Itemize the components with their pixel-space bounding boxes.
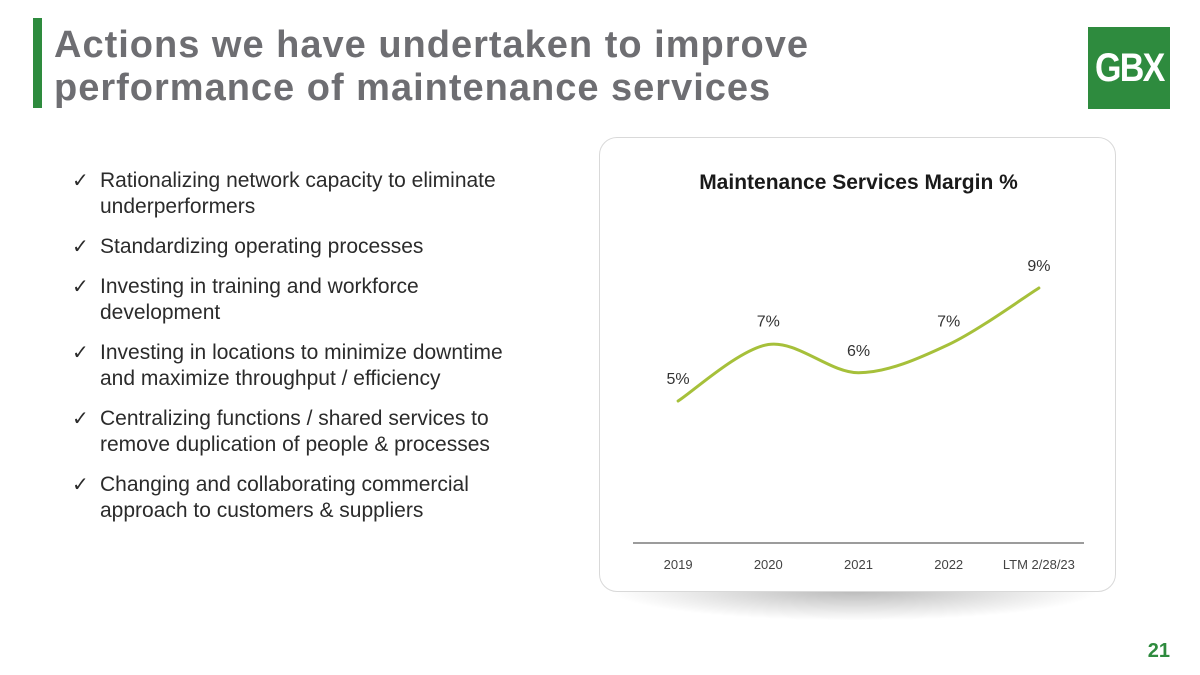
checkmark-icon: ✓ [72,342,89,364]
list-item: ✓ Investing in training and workforce dev… [72,274,542,326]
x-tick-label: 2022 [934,557,963,572]
list-item-text: Rationalizing network capacity to elimin… [100,169,496,218]
list-item-text: Investing in training and workforce deve… [100,275,419,324]
data-label: 9% [1027,258,1050,275]
title-line-1: Actions we have undertaken to improve [54,24,809,66]
chart-card: Maintenance Services Margin % 5% 7% 6% 7% 9%… [599,137,1116,592]
x-tick-label: 2020 [754,557,783,572]
margin-line-chart: 5% 7% 6% 7% 9% 2019 2020 2021 2022 LTM 2/28/23 [633,258,1084,572]
checkmark-icon: ✓ [72,408,89,430]
list-item: ✓ Centralizing functions / shared service… [72,406,542,458]
title-line-2: performance of maintenance services [54,67,772,109]
list-item-text: Investing in locations to minimize downt… [100,341,503,390]
x-tick-label: LTM 2/28/23 [1003,557,1075,572]
list-item-text: Changing and collaborating commercial ap… [100,473,469,522]
x-tick-label: 2019 [664,557,693,572]
list-item: ✓ Investing in locations to minimize down… [72,340,542,392]
x-tick-label: 2021 [844,557,873,572]
list-item: ✓ Rationalizing network capacity to elimi… [72,168,542,220]
data-label: 7% [937,314,960,331]
data-label: 6% [847,343,870,360]
list-item: ✓ Changing and collaborating commercial a… [72,472,542,524]
page-number: 21 [1147,640,1170,662]
data-point-ltm-2-28-23 [1037,286,1041,290]
gbx-logo: GBX [1088,27,1170,109]
data-point-2021 [857,371,861,375]
chart-title: Maintenance Services Margin % [699,171,1018,194]
data-point-2019 [676,399,680,403]
list-item-text: Standardizing operating processes [100,235,424,258]
page-title: Actions we have undertaken to improve pe… [54,24,954,110]
checkmark-icon: ✓ [72,236,89,258]
checkmark-icon: ✓ [72,276,89,298]
checkmark-icon: ✓ [72,170,89,192]
checkmark-icon: ✓ [72,474,89,496]
list-item-text: Centralizing functions / shared services… [100,407,490,456]
data-label: 5% [667,371,690,388]
series-line [676,286,1041,403]
chart-card-shadow [615,590,1095,620]
action-list: ✓ Rationalizing network capacity to elimi… [72,168,542,538]
logo-text: GBX [1094,45,1165,90]
title-accent-bar [33,18,42,108]
data-label: 7% [757,314,780,331]
data-point-2020 [766,343,770,347]
list-item: ✓ Standardizing operating processes [72,234,542,260]
data-point-2022 [947,343,951,347]
